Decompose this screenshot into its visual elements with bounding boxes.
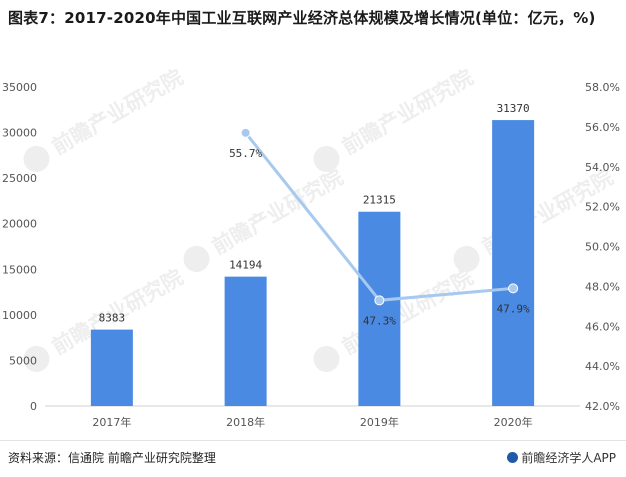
y-right-tick-label: 44.0% [585, 360, 620, 373]
x-tick-label: 2020年 [494, 415, 533, 429]
logo-icon [507, 452, 519, 463]
labels-layer: 8383 14194 21315 31370 55.7% 47.3% 47.9% [99, 102, 530, 327]
bar-data-label: 21315 [363, 194, 396, 207]
y-right-tick-label: 42.0% [585, 400, 620, 413]
y-left-tick-label: 25000 [2, 172, 37, 185]
growth-point [508, 283, 519, 294]
watermark-text: 前瞻产业研究院 [338, 65, 477, 159]
brand-logo-text: 前瞻经济学人APP [521, 451, 616, 465]
y-left-tick-label: 35000 [2, 81, 37, 94]
watermark-logo-icon [23, 145, 50, 172]
growth-point [240, 127, 251, 138]
growth-point [374, 295, 385, 306]
x-tick-label: 2017年 [92, 415, 131, 429]
watermark-text: 前瞻产业研究院 [208, 165, 347, 259]
line-data-label: 47.3% [363, 314, 396, 327]
y-left-tick-label: 0 [30, 400, 37, 413]
y-right-tick-label: 54.0% [585, 161, 620, 174]
watermark-logo-icon [313, 345, 340, 372]
line-data-label: 47.9% [497, 302, 530, 315]
y-left-tick-label: 20000 [2, 218, 37, 231]
bar [224, 276, 267, 406]
x-tick-label: 2018年 [226, 415, 265, 429]
bar [90, 329, 133, 406]
y-right-tick-label: 48.0% [585, 280, 620, 293]
y-right-tick-label: 46.0% [585, 320, 620, 333]
y-left-tick-label: 30000 [2, 127, 37, 140]
watermark: 前瞻产业研究院 [313, 65, 477, 172]
bars-layer [90, 120, 535, 407]
y-right-tick-label: 56.0% [585, 121, 620, 134]
source-note: 资料来源：信通院 前瞻产业研究院整理 [8, 451, 216, 465]
bar-data-label: 14194 [229, 259, 262, 272]
bar-data-label: 8383 [99, 312, 126, 325]
watermark-logo-icon [313, 145, 340, 172]
brand-logo: 前瞻经济学人APP [507, 449, 616, 466]
y-left-tick-label: 10000 [2, 309, 37, 322]
axes-layer: 0 5000 10000 15000 20000 25000 30000 35000 42.0%… [2, 81, 620, 429]
y-left-tick-label: 15000 [2, 263, 37, 276]
line-layer [240, 127, 519, 306]
y-right-tick-label: 52.0% [585, 201, 620, 214]
bar-data-label: 31370 [497, 102, 530, 115]
watermark-logo-icon [183, 245, 210, 272]
watermark: 前瞻产业研究院 [183, 165, 347, 272]
line-data-label: 55.7% [229, 147, 262, 160]
watermark-logo-icon [23, 345, 50, 372]
y-left-tick-label: 5000 [9, 354, 37, 367]
y-right-tick-label: 50.0% [585, 241, 620, 254]
bar [358, 211, 401, 406]
y-right-tick-label: 58.0% [585, 81, 620, 94]
bar [492, 120, 535, 407]
watermark: 前瞻产业研究院 [23, 65, 187, 172]
footer-divider [0, 440, 626, 441]
x-tick-label: 2019年 [360, 415, 399, 429]
chart-title: 图表7：2017-2020年中国工业互联网产业经济总体规模及增长情况(单位：亿元… [8, 9, 596, 27]
watermark-text: 前瞻产业研究院 [48, 65, 187, 159]
watermark-logo-icon [453, 245, 480, 272]
